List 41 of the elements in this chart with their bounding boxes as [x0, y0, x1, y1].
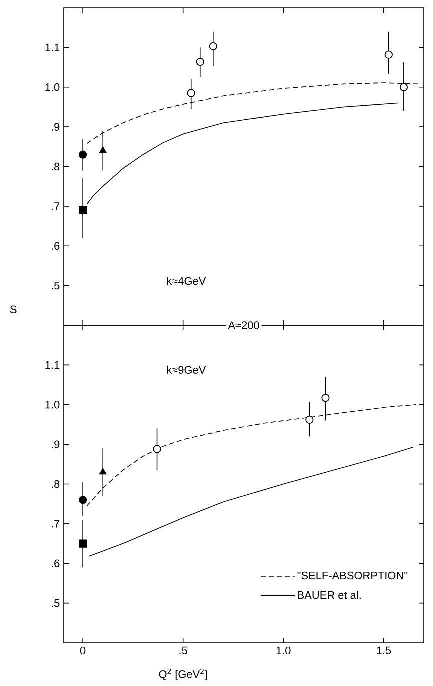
point — [79, 206, 88, 214]
y-tick-label: .5 — [52, 600, 60, 608]
y-tick-label: .6 — [52, 242, 60, 250]
x-tick-label: 1.0 — [276, 646, 291, 655]
y-tick-label: .8 — [52, 162, 60, 171]
point — [79, 150, 88, 159]
point — [100, 146, 107, 154]
point — [384, 50, 393, 59]
legend-label: "SELF-ABSORPTION" — [298, 572, 408, 580]
point — [209, 42, 218, 51]
point — [100, 468, 107, 475]
point — [187, 89, 196, 98]
point — [196, 58, 204, 66]
legend-label: BAUER et al. — [298, 591, 361, 600]
y-tick-label: .5 — [52, 282, 60, 290]
line-series — [86, 404, 416, 506]
y-axis-title: S — [10, 306, 17, 314]
annotation: A≈200 — [228, 322, 260, 330]
point — [79, 496, 88, 504]
point — [400, 83, 408, 92]
point — [153, 445, 162, 454]
y-tick-label: 1.0 — [46, 401, 60, 409]
y-tick-label: .9 — [52, 123, 60, 131]
annotation: k≈9GeV — [167, 366, 206, 374]
x-tick-label: 1.5 — [377, 646, 392, 655]
x-tick-label: .5 — [180, 646, 188, 655]
annotation: k≈4GeV — [167, 277, 206, 286]
point — [79, 540, 88, 548]
y-tick-label: 1.1 — [46, 44, 60, 52]
y-tick-label: 1.0 — [46, 84, 60, 92]
line-series — [86, 102, 398, 205]
point — [322, 394, 330, 402]
y-tick-label: .6 — [52, 560, 60, 568]
x-tick-label: 0 — [80, 646, 86, 655]
x-axis-title: Q$^{2}$ [GeV$^{2}$] — [159, 668, 208, 680]
y-tick-label: 1.1 — [46, 361, 60, 369]
y-tick-label: .7 — [52, 202, 60, 210]
y-tick-label: .7 — [52, 520, 60, 528]
y-tick-label: .8 — [52, 480, 60, 488]
y-tick-label: .9 — [52, 440, 60, 448]
point — [306, 416, 314, 424]
